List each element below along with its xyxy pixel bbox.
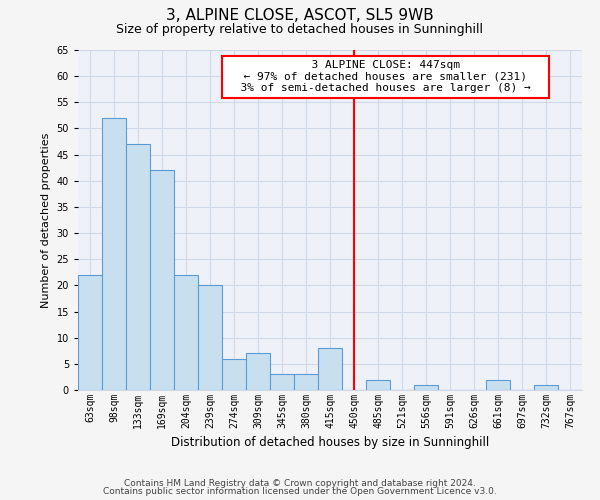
- Bar: [270, 374, 294, 390]
- Bar: [486, 380, 510, 390]
- Text: 3, ALPINE CLOSE, ASCOT, SL5 9WB: 3, ALPINE CLOSE, ASCOT, SL5 9WB: [166, 8, 434, 22]
- Bar: [414, 385, 438, 390]
- Text: 3 ALPINE CLOSE: 447sqm  
  ← 97% of detached houses are smaller (231)  
  3% of : 3 ALPINE CLOSE: 447sqm ← 97% of detached…: [227, 60, 544, 94]
- Y-axis label: Number of detached properties: Number of detached properties: [41, 132, 51, 308]
- Bar: [126, 144, 150, 390]
- Text: Contains public sector information licensed under the Open Government Licence v3: Contains public sector information licen…: [103, 487, 497, 496]
- Bar: [366, 380, 390, 390]
- Bar: [174, 275, 198, 390]
- Bar: [102, 118, 126, 390]
- Text: Contains HM Land Registry data © Crown copyright and database right 2024.: Contains HM Land Registry data © Crown c…: [124, 478, 476, 488]
- Bar: [318, 348, 342, 390]
- Bar: [246, 354, 270, 390]
- X-axis label: Distribution of detached houses by size in Sunninghill: Distribution of detached houses by size …: [171, 436, 489, 450]
- Bar: [294, 374, 318, 390]
- Bar: [534, 385, 558, 390]
- Bar: [150, 170, 174, 390]
- Bar: [78, 275, 102, 390]
- Bar: [222, 358, 246, 390]
- Text: Size of property relative to detached houses in Sunninghill: Size of property relative to detached ho…: [116, 22, 484, 36]
- Bar: [198, 286, 222, 390]
